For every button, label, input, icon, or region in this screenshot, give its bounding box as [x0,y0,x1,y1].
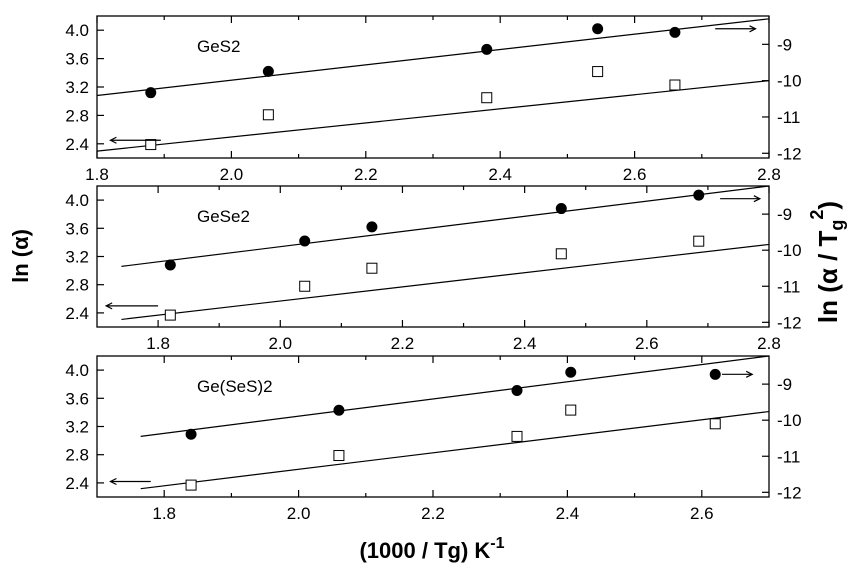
y-tick-label-left: 2.4 [65,135,89,154]
y-tick-label-right: -9 [777,205,792,224]
x-tick-label: 2.0 [268,334,292,353]
data-point-open [593,67,603,77]
y-tick-label-left: 3.6 [65,50,89,69]
data-point-open [482,93,492,103]
y-tick-label-left: 2.8 [65,106,89,125]
data-point-open [367,263,377,273]
y-tick-label-left: 2.4 [65,474,89,493]
panel-label: GeSe2 [197,207,250,226]
y-tick-label-left: 3.2 [65,418,89,437]
fit-line-left [141,356,769,436]
fit-line-right [97,81,769,151]
data-point-filled [694,190,704,200]
fit-line-right [141,412,769,489]
panel-label: Ge(SeS)2 [197,377,273,396]
y-axis-label-left: ln (α) [8,229,33,283]
fit-line-right [121,244,769,319]
x-tick-label: 2.6 [635,334,659,353]
y-tick-label-left: 4.0 [65,21,89,40]
x-tick-label: 2.8 [757,165,781,184]
data-point-filled [165,260,175,270]
x-tick-label: 2.6 [623,165,647,184]
y-tick-label-right: -10 [777,241,802,260]
data-point-open [556,249,566,259]
x-tick-label: 1.8 [152,504,176,523]
data-point-open [566,405,576,415]
y-tick-label-right: -9 [777,35,792,54]
x-tick-label: 2.2 [391,334,415,353]
data-point-filled [556,204,566,214]
y-tick-label-right: -9 [777,375,792,394]
y-tick-label-left: 4.0 [65,191,89,210]
y-tick-label-left: 4.0 [65,361,89,380]
x-tick-label: 2.0 [287,504,311,523]
y-tick-label-left: 3.2 [65,248,89,267]
data-point-open [694,236,704,246]
panel-1: 1.8 2.0 2.2 2.4 2.6 2.8 2.4 2.8 3.2 3.6 4.0 -12 -11 -… [65,16,801,184]
data-point-open [146,140,156,150]
x-tick-label: 2.4 [513,334,537,353]
data-point-filled [300,236,310,246]
data-point-filled [710,369,720,379]
y-tick-label-left: 3.6 [65,219,89,238]
data-point-filled [670,27,680,37]
y-tick-label-right: -11 [777,108,800,127]
x-tick-label: 2.4 [488,165,512,184]
y-axis-label-right-close: ) [813,201,843,210]
y-axis-label-right: ln (α / Tg2) [807,201,847,323]
fit-line-left [121,186,769,266]
x-axis-label: (1000 / Tg) K-1 [359,535,504,563]
data-point-filled [186,429,196,439]
data-point-filled [334,405,344,415]
panel-2: 1.8 2.0 2.2 2.4 2.6 2.8 2.4 2.8 3.2 3.6 4.0 -12 -11 -… [65,186,801,353]
data-point-open [263,110,273,120]
x-axis-label-sup: -1 [490,535,504,552]
y-tick-label-right: -10 [777,411,802,430]
x-tick-label: 2.2 [421,504,445,523]
y-axis-label-right-main: ln (α / T [813,230,843,323]
data-point-filled [566,367,576,377]
panel-label: GeS2 [197,37,240,56]
x-tick-label: 2.8 [757,334,781,353]
data-point-filled [512,386,522,396]
data-point-open [710,419,720,429]
y-tick-label-left: 2.8 [65,446,89,465]
x-tick-label: 2.0 [220,165,244,184]
fit-line-left [97,19,769,96]
y-tick-label-right: -12 [777,313,802,332]
x-tick-label: 2.2 [354,165,378,184]
data-point-filled [367,222,377,232]
panel-3: 1.8 2.0 2.2 2.4 2.6 2.4 2.8 3.2 3.6 4.0 -12 -11 -10 -… [65,356,801,523]
x-tick-label: 2.6 [690,504,714,523]
y-tick-label-left: 2.4 [65,304,89,323]
y-axis-label-right-sup: 2 [807,210,827,220]
data-point-open [186,480,196,490]
y-tick-label-right: -12 [777,144,802,163]
y-tick-label-left: 3.2 [65,78,89,97]
y-tick-label-right: -12 [777,483,802,502]
data-point-filled [146,88,156,98]
y-axis-label-right-sub: g [827,220,847,231]
y-tick-label-right: -11 [777,447,800,466]
data-point-filled [263,66,273,76]
x-tick-label: 1.8 [85,165,109,184]
data-point-open [670,80,680,90]
data-point-filled [593,24,603,34]
y-tick-label-left: 2.8 [65,276,89,295]
y-tick-label-left: 3.6 [65,389,89,408]
y-tick-label-right: -11 [777,277,800,296]
data-point-filled [482,44,492,54]
data-point-open [300,281,310,291]
x-tick-label: 2.4 [556,504,580,523]
y-tick-label-right: -10 [777,72,802,91]
data-point-open [334,451,344,461]
data-point-open [165,310,175,320]
data-point-open [512,431,522,441]
x-axis-label-main: (1000 / Tg) K [359,538,490,563]
x-tick-label: 1.8 [146,334,170,353]
